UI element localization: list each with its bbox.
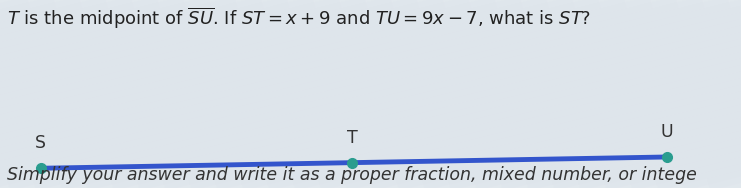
Text: U: U bbox=[660, 123, 674, 141]
Text: S: S bbox=[36, 134, 46, 152]
Text: T: T bbox=[347, 129, 357, 147]
Text: Simplify your answer and write it as a proper fraction, mixed number, or intege: Simplify your answer and write it as a p… bbox=[7, 166, 697, 184]
Text: $T$ is the midpoint of $\overline{SU}$. If $ST = x + 9$ and $TU = 9x - 7$, what : $T$ is the midpoint of $\overline{SU}$. … bbox=[7, 6, 591, 31]
